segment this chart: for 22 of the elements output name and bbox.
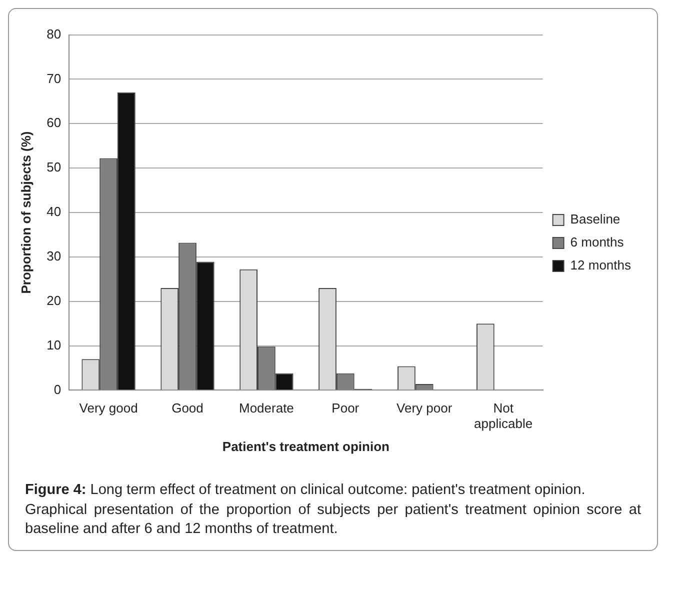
x-tick-label: Moderate [238,400,294,416]
y-tick-label: 40 [46,204,62,220]
x-tick-label: Very poor [396,400,453,416]
x-tick-label: Good [172,400,204,416]
y-tick-label: 0 [54,382,62,397]
x-tick-label: Not applicable [474,400,533,432]
legend-label: 6 months [570,234,624,250]
y-tick-label: 50 [46,160,62,175]
y-tick-label: 60 [46,115,62,130]
x-tick-label: Poor [332,400,360,416]
x-tick-label: Very good [79,400,138,416]
y-tick-label: 20 [46,292,62,308]
y-tick-label: 30 [46,248,62,264]
legend-label: 12 months [570,258,632,273]
text: Graphical presentation of the proportion of subjects per patient's treatment opinion score at baseline and after 6 and 12 months of treatment. [25,502,641,538]
y-tick-label: 80 [46,26,62,42]
y-tick-label: 70 [46,70,62,86]
caption: Figure 4: Long term effect of treatment on clinical outcome: patient's treatment opinion. [25,482,586,498]
y-axis-title: Proportion of subjects (%) [18,131,34,294]
x-axis-title: Patient's treatment opinion [222,438,390,454]
legend-label: Baseline [570,212,620,227]
y-tick-label: 10 [46,337,62,352]
